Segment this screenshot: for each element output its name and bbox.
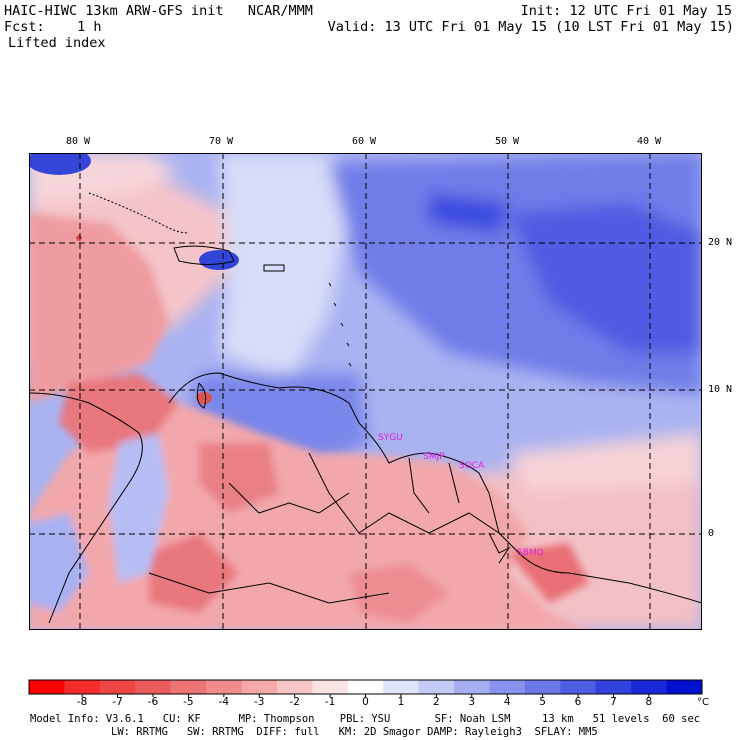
colorbar-tick-label: -4: [219, 696, 230, 708]
colorbar-swatch: [347, 680, 384, 694]
deep-blue-spot-nw: [29, 153, 91, 175]
colorbar-tick-label: 7: [610, 696, 617, 708]
lon-label-40w: 40 W: [637, 136, 662, 147]
colorbar-swatch: [206, 680, 243, 694]
colorbar-tick-label: -6: [148, 696, 159, 708]
colorbar-tick-label: 8: [646, 696, 653, 708]
map-frame: [29, 153, 702, 630]
colorbar-swatch: [383, 680, 420, 694]
colorbar-tick-label: 5: [539, 696, 546, 708]
station-label-sygu: SYGU: [378, 433, 403, 443]
station-label-sbmq: SBMQ: [517, 548, 544, 558]
colorbar-tick-label: -7: [112, 696, 122, 708]
colorbar-swatch: [241, 680, 278, 694]
colorbar-tick-label: 0: [362, 696, 369, 708]
lifted-index-map: SYGU SMJP SOCA SBMQ: [29, 153, 702, 630]
colorbar-swatch: [276, 680, 313, 694]
lat-label-eq: 0: [708, 528, 715, 539]
model-info-line-1: Model Info: V3.6.1 CU: KF MP: Thompson P…: [30, 713, 701, 725]
colorbar-swatch: [631, 680, 668, 694]
model-title: HAIC-HIWC 13km ARW-GFS init NCAR/MMM: [4, 3, 313, 19]
station-label-smjp: SMJP: [423, 452, 445, 462]
colorbar-swatch: [454, 680, 490, 694]
colorbar-tick-label: 2: [433, 696, 440, 708]
lon-label-50w: 50 W: [495, 136, 520, 147]
lon-label-70w: 70 W: [209, 136, 234, 147]
colorbar-swatch: [524, 680, 561, 694]
colorbar-tick-label: -3: [254, 696, 264, 708]
colorbar-tick-label: -2: [289, 696, 299, 708]
colorbar-swatch: [418, 680, 455, 694]
colorbar-tick-label: 6: [575, 696, 582, 708]
deep-blue-spot-hispaniola: [199, 250, 239, 270]
colorbar-tick-label: 1: [398, 696, 405, 708]
colorbar-tick-label: -5: [183, 696, 193, 708]
lat-label-20n: 20 N: [708, 237, 733, 248]
colorbar-swatch: [29, 680, 65, 694]
lat-lon-grid: [29, 153, 702, 630]
colorbar-swatch: [135, 680, 172, 694]
field-name: Lifted index: [8, 35, 106, 51]
colorbar-tick-label: 3: [468, 696, 475, 708]
forecast-hour: Fcst: 1 h: [4, 19, 102, 35]
colorbar-swatch: [560, 680, 597, 694]
colorbar: -8 -7 -6 -5 -4 -3 -2 -1 0 1 2 3 4 5 6 7 8 °C: [28, 679, 709, 708]
lat-label-10n: 10 N: [708, 384, 733, 395]
colorbar-swatch: [99, 680, 136, 694]
colorbar-swatch: [312, 680, 349, 694]
colorbar-tick-label: -8: [77, 696, 87, 708]
colorbar-swatch: [666, 680, 703, 694]
colorbar-unit: °C: [697, 697, 709, 708]
init-time: Init: 12 UTC Fri 01 May 15: [520, 3, 732, 19]
colorbar-swatch: [64, 680, 101, 694]
colorbar-swatch: [489, 680, 526, 694]
colorbar-swatch: [170, 680, 207, 694]
colorbar-swatch: [595, 680, 632, 694]
station-label-soca: SOCA: [459, 461, 485, 471]
lon-label-60w: 60 W: [352, 136, 377, 147]
valid-time: Valid: 13 UTC Fri 01 May 15 (10 LST Fri …: [327, 19, 734, 35]
model-info-line-2: LW: RRTMG SW: RRTMG DIFF: full KM: 2D Sm…: [111, 726, 598, 738]
colorbar-tick-label: 4: [504, 696, 511, 708]
colorbar-tick-label: -1: [325, 696, 335, 708]
lon-label-80w: 80 W: [66, 136, 91, 147]
